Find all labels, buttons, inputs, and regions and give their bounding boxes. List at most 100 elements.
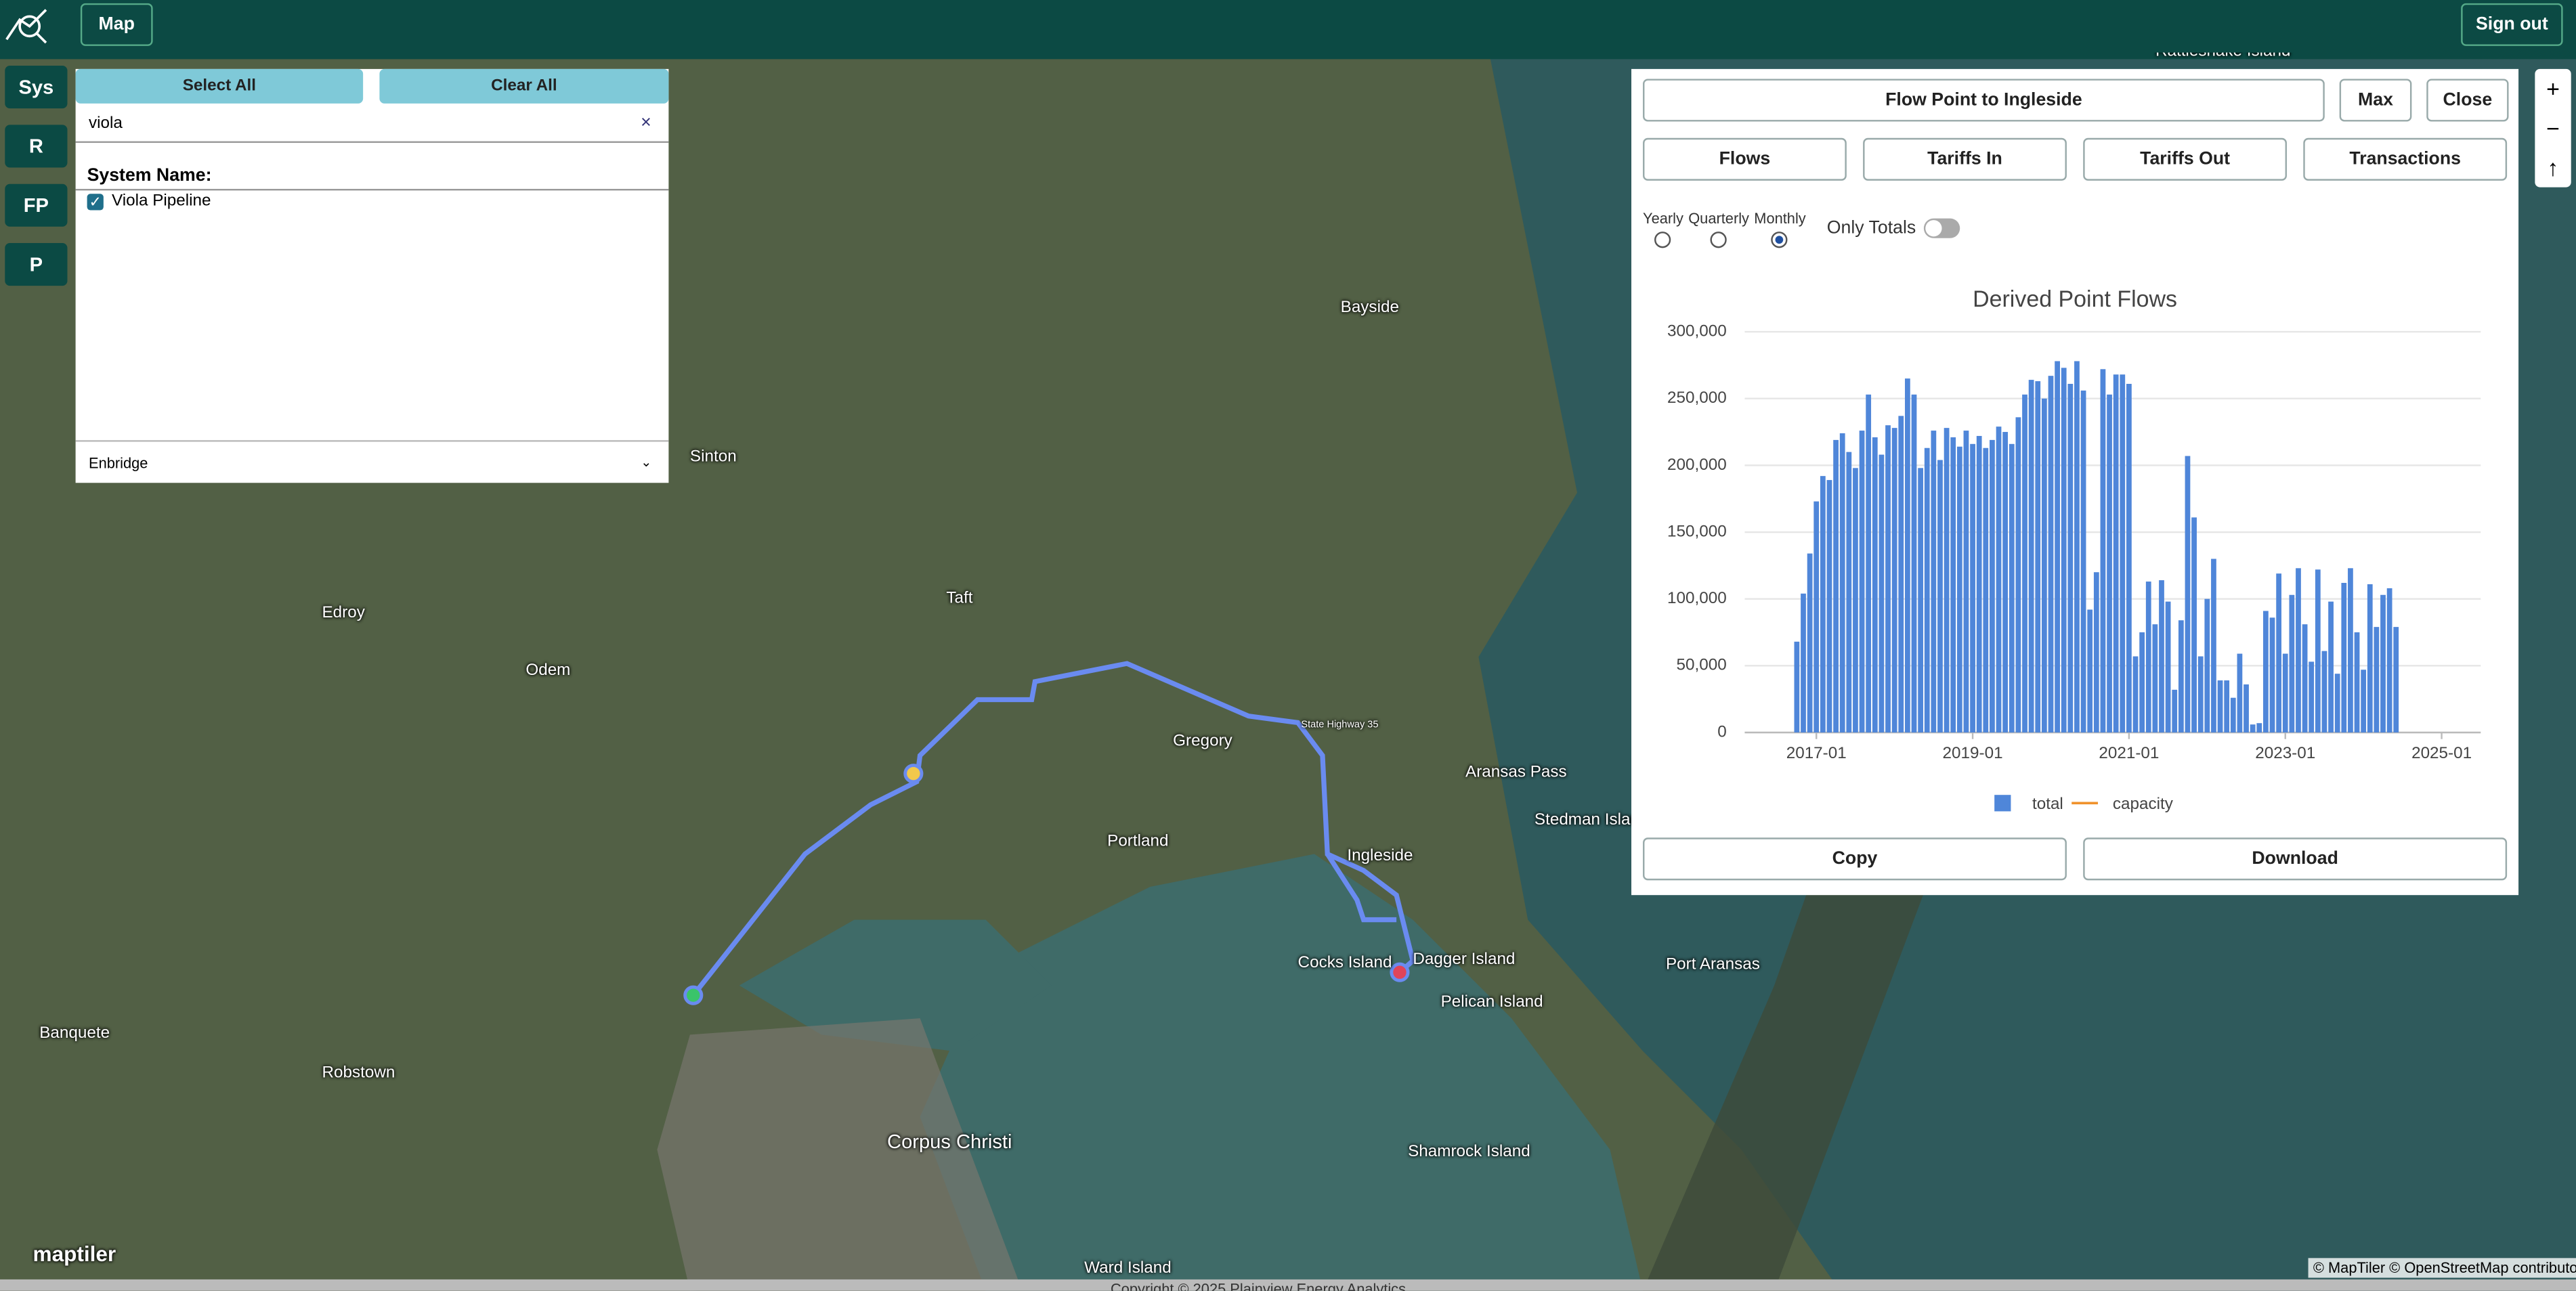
divider [75,440,669,442]
bar [1859,431,1865,733]
radio[interactable] [1772,232,1788,248]
bar [2126,384,2132,733]
bar [1879,454,1885,733]
chart-title: Derived Point Flows [1973,286,2177,312]
divider [75,141,669,144]
sidebar-button[interactable]: P [5,243,68,286]
sidebar-button[interactable]: R [5,125,68,168]
attribution: © MapTiler © OpenStreetMap contributors [2308,1258,2576,1278]
bar [2185,456,2191,733]
legend-swatch [1994,795,2011,812]
bar [2269,617,2275,733]
bar [2113,374,2119,733]
bar [1807,553,1813,733]
map-label: Stedman Island [1534,811,1649,830]
select-all[interactable]: Select All [75,68,364,104]
bar [1950,437,1956,733]
bar [2107,394,2112,733]
bar [1826,480,1832,733]
map-label: Shamrock Island [1408,1143,1530,1162]
bar [2211,559,2216,733]
bar [1990,439,1995,733]
y-tick-label: 250,000 [1667,389,1727,407]
clear-all[interactable]: Clear All [379,68,669,104]
bar [2145,582,2151,733]
bar [2028,380,2034,733]
bar [1813,501,1820,733]
bar [2256,723,2262,733]
bar [2067,384,2074,733]
y-tick-label: 0 [1717,722,1727,741]
bar [1898,416,1904,733]
search-clear[interactable]: × [641,113,651,133]
bar [2250,724,2256,733]
map-label: Edroy [322,604,365,623]
bar [1924,447,1930,733]
x-tick-label: 2025-01 [2411,744,2472,762]
period-option[interactable]: Quarterly [1688,211,1749,248]
download-button[interactable]: Download [2083,837,2508,881]
sidebar-button[interactable]: FP [5,183,68,227]
map-label: Portland [1107,832,1169,851]
toggle[interactable] [1923,218,1960,238]
tab[interactable]: Flows [1643,137,1847,181]
bar [2015,417,2021,733]
bar [1839,433,1845,733]
nav-map[interactable]: Map [80,3,153,46]
zoom-controls[interactable]: + − ↑ [2535,68,2571,188]
bar [1931,431,1937,733]
bar [2374,627,2380,733]
close-button[interactable]: Close [2426,79,2509,122]
bar [1885,425,1891,733]
bar [2263,611,2269,733]
bar [2139,632,2145,733]
bar [2217,680,2223,733]
x-tick-label: 2019-01 [1943,744,2003,762]
tab[interactable]: Transactions [2303,137,2508,181]
bar [1976,435,1982,733]
bar [2035,381,2041,733]
radio[interactable] [1710,232,1727,248]
bar [2041,398,2047,733]
map-label: Corpus Christi [887,1130,1012,1154]
map-label: Banquete [39,1024,110,1043]
bar [2309,661,2315,733]
bar [2302,624,2308,733]
bar [1911,394,1917,733]
checkbox[interactable]: ✓ [87,194,104,211]
bar [2230,697,2236,733]
copy-button[interactable]: Copy [1643,837,2067,881]
bar [2120,374,2126,733]
bar [2178,620,2184,733]
bar [2061,368,2067,733]
toggle-label: Only Totals [1826,218,1916,238]
tab[interactable]: Tariffs In [1863,137,2067,181]
x-tick-label: 2021-01 [2099,744,2159,762]
bar [1970,443,1975,733]
filter-item[interactable]: Viola Pipeline [111,192,211,211]
bar [1833,439,1839,733]
sign-out[interactable]: Sign out [2461,3,2563,46]
sidebar-button[interactable]: Sys [5,66,68,109]
bar [2048,376,2054,733]
bar [2276,573,2282,733]
bar [2224,680,2230,733]
map-label: State Highway 35 [1301,721,1379,731]
period-option[interactable]: Monthly [1754,211,1806,248]
bar [2244,684,2249,733]
max-button[interactable]: Max [2339,79,2412,122]
search-input[interactable]: viola [89,114,123,133]
bar [2334,674,2340,733]
bar [2367,584,2373,733]
radio[interactable] [1654,232,1672,248]
period-option[interactable]: Yearly [1643,211,1683,248]
panel-title: Flow Point to Ingleside [1643,79,2325,122]
x-tick-label: 2023-01 [2255,744,2315,762]
bar [2386,588,2392,733]
period-label: Quarterly [1688,210,1749,227]
dropdown[interactable]: Enbridge [89,455,148,472]
tab[interactable]: Tariffs Out [2083,137,2288,181]
bar [2093,572,2099,733]
bar [2087,609,2093,733]
dropdown-arrow[interactable]: ⌄ [641,455,652,470]
